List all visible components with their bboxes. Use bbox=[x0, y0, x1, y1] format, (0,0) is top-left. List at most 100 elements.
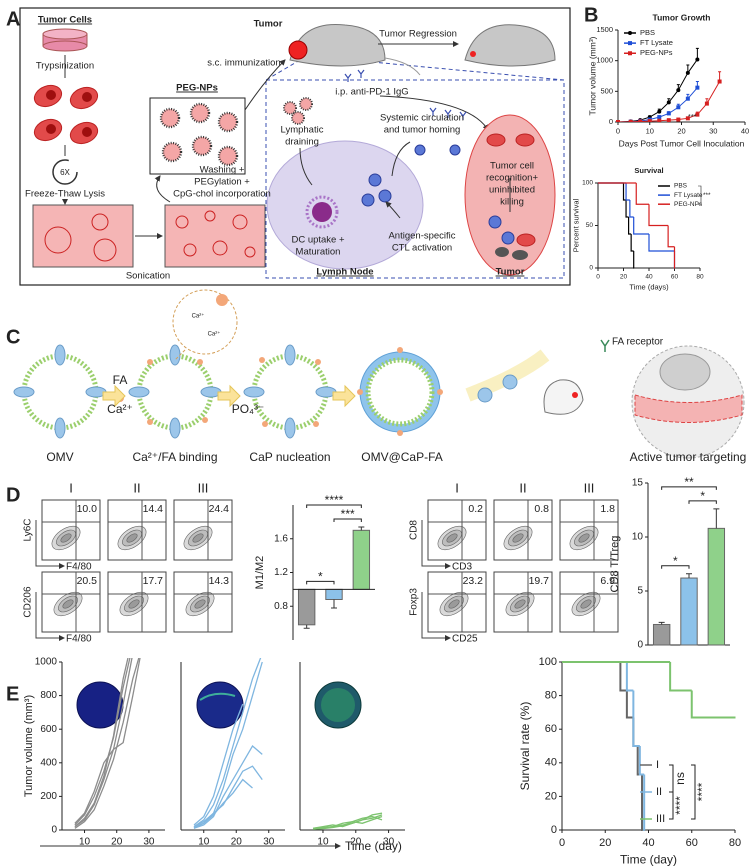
y-axis-label: CD8 T/Treg bbox=[609, 536, 621, 593]
panel-a-art-part bbox=[46, 90, 92, 137]
y-tick-label: 800 bbox=[40, 690, 57, 701]
significance-bracket bbox=[306, 580, 335, 585]
x-tick-label: 10 bbox=[198, 837, 210, 848]
panel-c-art-part-part bbox=[502, 374, 518, 390]
x-tick-label: 10 bbox=[646, 127, 654, 136]
y-tick-label: 600 bbox=[40, 724, 57, 735]
panel-a-art-part-part bbox=[512, 250, 528, 260]
survival-step bbox=[625, 200, 629, 218]
label: Tumor Regression bbox=[379, 29, 457, 40]
panel-a-art-part-part bbox=[486, 133, 506, 147]
line bbox=[193, 658, 262, 828]
label: Tumor bbox=[254, 19, 283, 30]
flow-axis-label: CD3 bbox=[452, 562, 472, 573]
marker bbox=[657, 109, 662, 114]
panel-a-art-part bbox=[32, 204, 134, 268]
label: OMV bbox=[46, 450, 73, 464]
y-axis-label: Survival rate (%) bbox=[518, 702, 532, 791]
label: Maturation bbox=[296, 247, 341, 258]
panel-a-art-part-part bbox=[217, 145, 239, 167]
survival-step bbox=[635, 183, 649, 205]
line bbox=[74, 658, 133, 828]
survival-step bbox=[669, 662, 692, 692]
label: CaP nucleation bbox=[249, 450, 330, 464]
panel-c-art-part bbox=[659, 353, 711, 391]
marker bbox=[628, 119, 633, 122]
panel-c-art-part-part bbox=[251, 353, 329, 431]
contour bbox=[60, 533, 72, 543]
panel-c-art-part-part bbox=[313, 421, 319, 427]
panel-c-art-part-part bbox=[169, 344, 181, 366]
flow-value: 0.8 bbox=[534, 503, 549, 515]
marker bbox=[647, 119, 652, 122]
panel-a-art-part-part bbox=[161, 141, 183, 163]
y-tick-label: 0.8 bbox=[274, 601, 288, 612]
label: Tumor bbox=[496, 267, 525, 278]
panel-a-art-part-part bbox=[183, 243, 197, 257]
panel-c-art-part-part bbox=[202, 417, 208, 423]
y-tick-label: 100 bbox=[539, 656, 557, 668]
panel-c-art-part-part bbox=[397, 347, 403, 353]
y-tick-label: 400 bbox=[40, 757, 57, 768]
panel-a-art-part-part bbox=[82, 127, 92, 137]
panel-a-art-part-part bbox=[283, 101, 297, 115]
panel-a-art-part bbox=[288, 40, 308, 60]
panel-a-art-part bbox=[244, 59, 286, 111]
panel-a-art-part-part bbox=[91, 213, 109, 231]
y-tick-label: 1.6 bbox=[274, 533, 288, 544]
panel-a-art-part bbox=[289, 23, 386, 67]
panel-a-art-part bbox=[344, 69, 467, 120]
marker bbox=[676, 105, 681, 110]
panel-c-art bbox=[13, 289, 745, 459]
x-tick-label: 0 bbox=[596, 274, 600, 281]
plot-area bbox=[74, 658, 141, 829]
panel-c-art-part-part bbox=[284, 344, 296, 366]
x-axis-label: Time (day) bbox=[620, 853, 677, 867]
x-tick-label: 30 bbox=[263, 837, 275, 848]
chart: 0 200 400 600 800 1000 10 20 30 Tumor volume (mm³… bbox=[23, 657, 402, 854]
survival-step bbox=[629, 200, 634, 218]
chart: 10 20 30 bbox=[299, 662, 405, 848]
panel-c-art-part bbox=[600, 339, 610, 352]
survival-step bbox=[622, 183, 627, 201]
panel-c-art-part-part bbox=[259, 357, 265, 363]
panel-a-art-part-part bbox=[159, 107, 181, 129]
line bbox=[74, 658, 140, 829]
y-tick-label: 1.2 bbox=[274, 567, 288, 578]
group-label: III bbox=[198, 480, 209, 495]
panel-a-art-part-part bbox=[46, 124, 56, 134]
panel-c-art-part-part bbox=[169, 417, 181, 439]
label: Ca²⁺ bbox=[192, 313, 205, 320]
panel-a-art-part-part bbox=[488, 215, 502, 229]
label: DC uptake + bbox=[291, 235, 345, 246]
flow-plot bbox=[173, 499, 233, 561]
x-tick-label: 20 bbox=[599, 837, 611, 849]
x-axis-label: Time (day) bbox=[345, 839, 402, 853]
significance-bracket bbox=[691, 764, 696, 820]
contour bbox=[446, 533, 458, 543]
error-bar bbox=[713, 508, 720, 529]
y-tick-label: 0 bbox=[551, 824, 557, 836]
significance-bracket bbox=[333, 518, 362, 522]
contour bbox=[192, 533, 204, 543]
bar bbox=[325, 588, 343, 600]
panel-c-art-part-part bbox=[437, 389, 443, 395]
panel-a-art-part bbox=[42, 28, 88, 40]
panel-c-art-part-part bbox=[262, 421, 268, 427]
survival-step bbox=[648, 204, 669, 227]
y-tick-label: 200 bbox=[40, 791, 57, 802]
plot-area bbox=[313, 812, 383, 830]
group-label: I bbox=[69, 480, 73, 495]
survival-step bbox=[638, 746, 645, 776]
panel-a-art-part bbox=[312, 202, 332, 222]
error-bar bbox=[658, 621, 665, 625]
panel-c-art-part-part bbox=[243, 386, 265, 398]
x-tick-label: 10 bbox=[79, 837, 91, 848]
panel-c-art-part-part bbox=[136, 353, 214, 431]
panel-a-art-part-part bbox=[217, 111, 239, 133]
flow-value: 23.2 bbox=[463, 575, 484, 587]
x-axis-label: Time (days) bbox=[629, 283, 669, 292]
bar bbox=[652, 623, 671, 646]
panel-a-art-part-part bbox=[232, 214, 248, 230]
